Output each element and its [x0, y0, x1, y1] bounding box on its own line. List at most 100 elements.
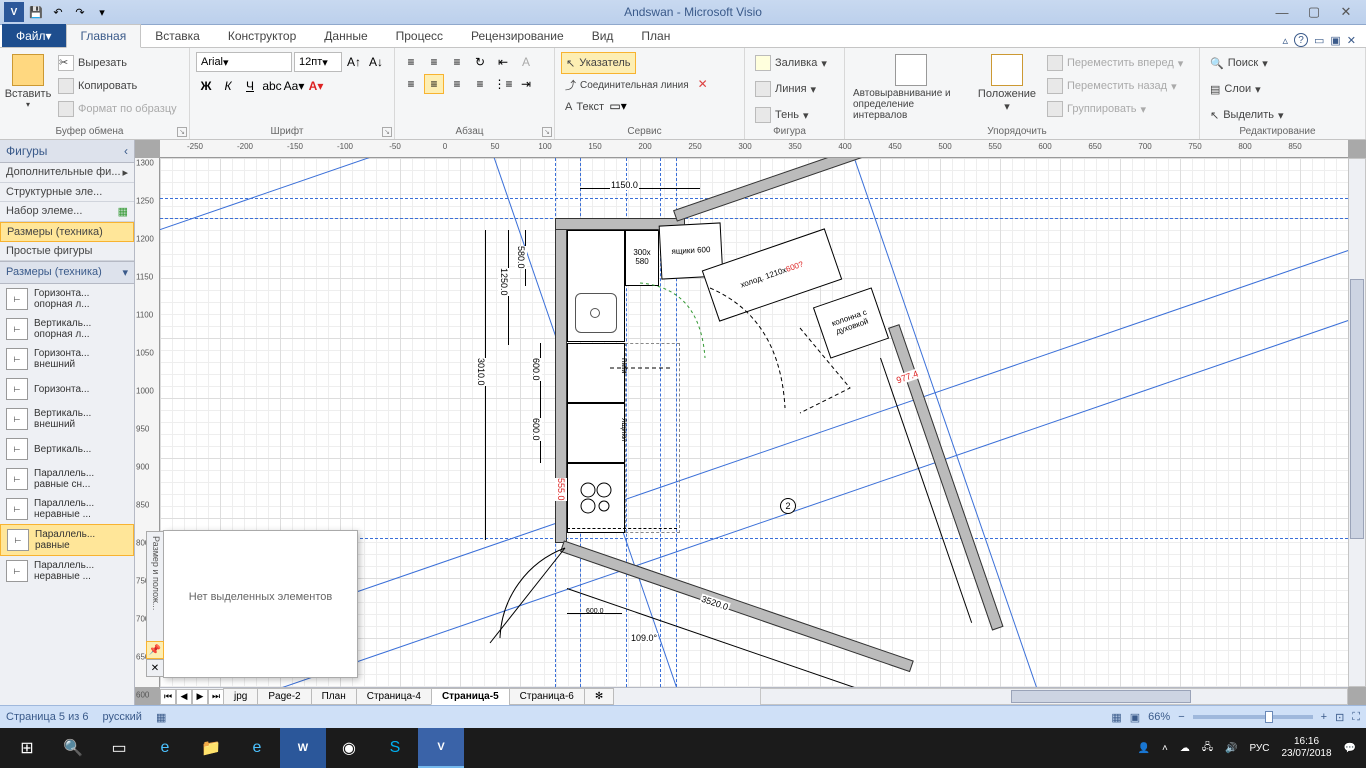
page-tab[interactable]: Страница-5 — [431, 688, 510, 705]
lang-indicator[interactable]: РУС — [1249, 743, 1269, 754]
dialog-launcher[interactable]: ↘ — [382, 127, 392, 137]
scrollbar-horizontal[interactable] — [760, 688, 1348, 705]
page-tab[interactable]: План — [311, 688, 357, 705]
indent-dec[interactable]: ⇤ — [493, 52, 513, 72]
tab-home[interactable]: Главная — [66, 24, 142, 48]
chrome-icon[interactable]: ◉ — [326, 728, 372, 768]
ie-icon[interactable]: e — [234, 728, 280, 768]
case-button[interactable]: Aa▾ — [284, 76, 304, 96]
network-icon[interactable]: 🖧 — [1202, 740, 1213, 757]
page-tab[interactable]: Страница-4 — [356, 688, 432, 705]
volume-icon[interactable]: 🔊 — [1225, 743, 1237, 754]
zoom-value[interactable]: 66% — [1148, 711, 1170, 723]
pin-button[interactable]: 📌 — [146, 641, 164, 659]
collapse-icon[interactable]: ‹ — [124, 144, 128, 158]
tab-view[interactable]: Вид — [578, 25, 628, 47]
align-right[interactable]: ≡ — [447, 74, 467, 94]
window-icon[interactable]: ▭ — [1314, 34, 1324, 47]
full-screen[interactable]: ⛶ — [1352, 711, 1360, 724]
size-position-panel[interactable]: Размер и полож... 📌 ✕ Нет выделенных эле… — [163, 530, 358, 678]
shape-item[interactable]: ⊢Вертикаль...опорная л... — [0, 314, 134, 344]
pointer-tool[interactable]: ↖Указатель — [561, 52, 636, 74]
text-tool[interactable]: AТекст — [561, 96, 608, 118]
maximize-button[interactable]: ▢ — [1306, 4, 1322, 20]
select-button[interactable]: ↖Выделить ▾ — [1206, 104, 1288, 126]
zoom-slider[interactable] — [1193, 715, 1313, 719]
page-tab[interactable]: Page-2 — [257, 688, 311, 705]
cooktop[interactable] — [567, 463, 625, 533]
line-button[interactable]: Линия ▾ — [751, 78, 820, 100]
scroll-thumb[interactable] — [1350, 279, 1364, 539]
window-close-icon[interactable]: ✕ — [1347, 34, 1356, 47]
bring-front-button[interactable]: Переместить вперед ▾ — [1043, 52, 1187, 74]
word-icon[interactable]: W — [280, 728, 326, 768]
shape-item[interactable]: ⊢Вертикаль... — [0, 434, 134, 464]
clear-fmt[interactable]: A — [516, 52, 536, 72]
guide[interactable] — [160, 218, 1348, 219]
shape-item[interactable]: ⊢Горизонта...внешний — [0, 344, 134, 374]
indent-inc[interactable]: ⇥ — [516, 74, 536, 94]
guide[interactable] — [160, 198, 1348, 199]
paste-button[interactable]: Вставить▾ — [6, 52, 50, 111]
close-button[interactable]: ✕ — [1338, 4, 1354, 20]
position-button[interactable]: Положение▾ — [975, 52, 1039, 115]
shape-item[interactable]: ⊢Вертикаль...внешний — [0, 404, 134, 434]
align-left[interactable]: ≡ — [401, 74, 421, 94]
grow-font[interactable]: A↑ — [344, 52, 364, 72]
new-page-tab[interactable]: ✻ — [584, 688, 614, 705]
orient[interactable]: ↻ — [470, 52, 490, 72]
justify[interactable]: ≡ — [470, 74, 490, 94]
connector-tool[interactable]: ⤴Соединительная линия — [561, 74, 693, 96]
visio-icon[interactable]: V — [4, 2, 24, 22]
visio-task-icon[interactable]: V — [418, 728, 464, 768]
notifications-icon[interactable]: 💬 — [1344, 743, 1356, 754]
cut-button[interactable]: ✂Вырезать — [54, 52, 181, 74]
align-top[interactable]: ≡ — [401, 52, 421, 72]
font-name-select[interactable]: Arial ▾ — [196, 52, 292, 72]
font-size-select[interactable]: 12пт ▾ — [294, 52, 342, 72]
tab-design[interactable]: Конструктор — [214, 25, 310, 47]
send-back-button[interactable]: Переместить назад ▾ — [1043, 75, 1187, 97]
ruler-horizontal[interactable]: -300-250-200-150-100-5005010015020025030… — [160, 140, 1348, 158]
next-page[interactable]: ▶ — [192, 689, 208, 705]
group-button[interactable]: Группировать ▾ — [1043, 98, 1187, 120]
fill-button[interactable]: Заливка ▾ — [751, 52, 831, 74]
scroll-thumb[interactable] — [1011, 690, 1191, 703]
cat-structural[interactable]: Структурные эле... — [0, 183, 134, 202]
redo-button[interactable]: ↷ — [70, 2, 90, 22]
shape-item[interactable]: ⊢Параллель...неравные ... — [0, 556, 134, 586]
shape-item[interactable]: ⊢Параллель...неравные ... — [0, 494, 134, 524]
onedrive-icon[interactable]: ☁ — [1180, 743, 1190, 754]
window-icon2[interactable]: ▣ — [1330, 34, 1340, 47]
search-button[interactable]: 🔍 — [50, 728, 96, 768]
clock[interactable]: 16:16 23/07/2018 — [1281, 736, 1331, 760]
page-indicator[interactable]: Страница 5 из 6 — [6, 711, 88, 723]
dim-line[interactable] — [567, 613, 622, 614]
cat-set[interactable]: Набор элеме...▦ — [0, 202, 134, 222]
scrollbar-vertical[interactable] — [1348, 158, 1366, 687]
explorer-icon[interactable]: 📁 — [188, 728, 234, 768]
zoom-out[interactable]: − — [1178, 711, 1184, 723]
layers-button[interactable]: ▤Слои ▾ — [1206, 78, 1265, 100]
font-color-button[interactable]: A▾ — [306, 76, 326, 96]
shape-item[interactable]: ⊢Параллель...равные — [0, 524, 134, 556]
fit-page[interactable]: ⊡ — [1335, 711, 1344, 724]
first-page[interactable]: ⏮ — [160, 689, 176, 705]
undo-button[interactable]: ↶ — [48, 2, 68, 22]
macro-icon[interactable]: ▦ — [156, 711, 166, 724]
file-tab[interactable]: Файл ▾ — [2, 24, 66, 47]
shrink-font[interactable]: A↓ — [366, 52, 386, 72]
shape-item[interactable]: ⊢Параллель...равные сн... — [0, 464, 134, 494]
align-bot[interactable]: ≡ — [447, 52, 467, 72]
cat-dimensions[interactable]: Размеры (техника) — [0, 222, 134, 242]
ribbon-min-icon[interactable]: ▵ — [1282, 34, 1288, 47]
chevron-down-icon[interactable]: ▾ — [122, 266, 128, 279]
align-mid[interactable]: ≡ — [424, 52, 444, 72]
help-icon[interactable]: ? — [1294, 33, 1308, 47]
shape-item[interactable]: ⊢Горизонта...опорная л... — [0, 284, 134, 314]
tab-review[interactable]: Рецензирование — [457, 25, 578, 47]
auto-align-button[interactable]: Автовыравнивание и определение интервало… — [851, 52, 971, 123]
prev-page[interactable]: ◀ — [176, 689, 192, 705]
tab-process[interactable]: Процесс — [382, 25, 457, 47]
language-indicator[interactable]: русский — [102, 711, 141, 723]
